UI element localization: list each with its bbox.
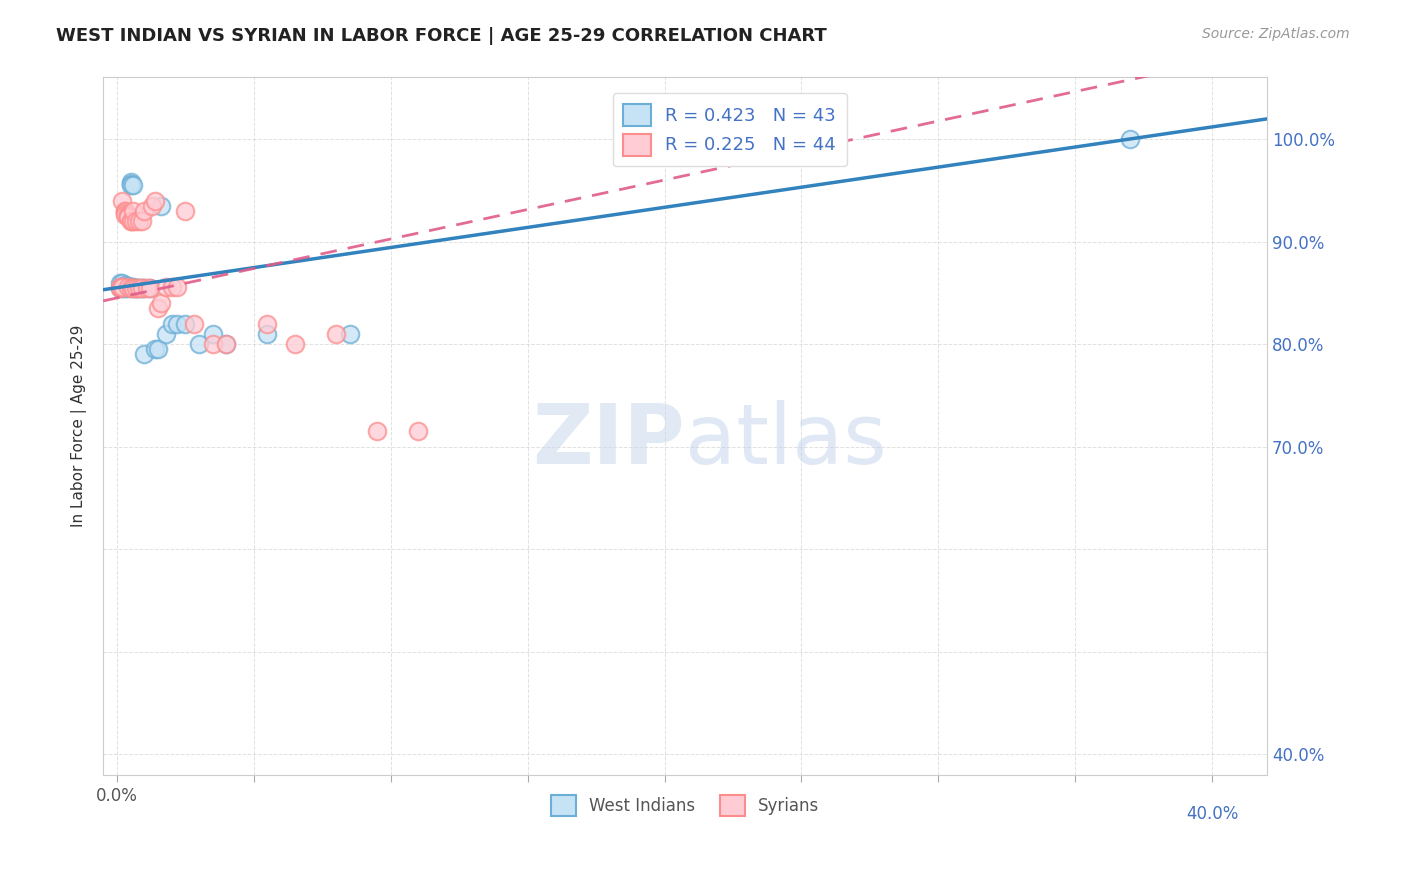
Point <box>149 199 172 213</box>
Point <box>120 177 142 191</box>
Point <box>117 210 139 224</box>
Point <box>143 343 166 357</box>
Point <box>120 279 142 293</box>
Text: 40.0%: 40.0% <box>1185 805 1239 823</box>
Point <box>117 279 139 293</box>
Point <box>111 279 134 293</box>
Point <box>122 281 145 295</box>
Text: Source: ZipAtlas.com: Source: ZipAtlas.com <box>1202 27 1350 41</box>
Point <box>122 178 145 193</box>
Point <box>120 214 142 228</box>
Point <box>117 279 139 293</box>
Point <box>183 317 205 331</box>
Point <box>108 279 131 293</box>
Point <box>134 203 156 218</box>
Point <box>114 281 136 295</box>
Point <box>120 281 142 295</box>
Point <box>139 281 162 295</box>
Point <box>149 296 172 310</box>
Point <box>117 281 139 295</box>
Point <box>128 214 150 228</box>
Point <box>114 279 136 293</box>
Point <box>128 281 150 295</box>
Point <box>201 337 224 351</box>
Point <box>406 425 429 439</box>
Point <box>111 276 134 290</box>
Text: ZIP: ZIP <box>533 400 685 481</box>
Point <box>160 317 183 331</box>
Point <box>114 206 136 220</box>
Point <box>122 214 145 228</box>
Point <box>131 214 153 228</box>
Point <box>125 281 148 295</box>
Point <box>111 279 134 293</box>
Point <box>131 281 153 295</box>
Point <box>117 279 139 293</box>
Point <box>146 343 169 357</box>
Point <box>117 209 139 223</box>
Point <box>114 279 136 293</box>
Point <box>120 214 142 228</box>
Point <box>122 279 145 293</box>
Point <box>108 281 131 295</box>
Point <box>166 317 188 331</box>
Point <box>174 317 197 331</box>
Point <box>155 326 177 341</box>
Legend: West Indians, Syrians: West Indians, Syrians <box>544 789 827 822</box>
Point <box>120 175 142 189</box>
Text: WEST INDIAN VS SYRIAN IN LABOR FORCE | AGE 25-29 CORRELATION CHART: WEST INDIAN VS SYRIAN IN LABOR FORCE | A… <box>56 27 827 45</box>
Y-axis label: In Labor Force | Age 25-29: In Labor Force | Age 25-29 <box>72 325 87 527</box>
Point <box>366 425 388 439</box>
Point <box>128 281 150 295</box>
Point <box>215 337 238 351</box>
Point <box>108 276 131 290</box>
Point <box>256 317 278 331</box>
Point <box>284 337 307 351</box>
Point <box>125 281 148 295</box>
Point <box>166 279 188 293</box>
Point <box>117 279 139 293</box>
Point <box>114 203 136 218</box>
Point <box>256 326 278 341</box>
Point <box>215 337 238 351</box>
Point <box>201 326 224 341</box>
Point <box>339 326 361 341</box>
Point <box>136 281 159 295</box>
Point <box>114 277 136 292</box>
Point <box>114 208 136 222</box>
Point <box>131 281 153 295</box>
Point <box>108 281 131 295</box>
Point <box>146 301 169 316</box>
Point <box>143 194 166 208</box>
Point <box>134 347 156 361</box>
Point <box>134 281 156 295</box>
Point <box>114 279 136 293</box>
Point <box>139 281 162 295</box>
Point <box>160 279 183 293</box>
Point <box>122 281 145 295</box>
Text: atlas: atlas <box>685 400 887 481</box>
Point <box>114 278 136 293</box>
Point <box>174 203 197 218</box>
Point <box>120 178 142 193</box>
Point <box>111 279 134 293</box>
Point <box>111 281 134 295</box>
Point <box>155 279 177 293</box>
Point <box>125 281 148 295</box>
Point <box>1119 132 1142 146</box>
Point <box>114 203 136 218</box>
Point <box>117 278 139 293</box>
Point <box>111 194 134 208</box>
Point <box>325 326 347 341</box>
Point <box>125 214 148 228</box>
Point <box>117 208 139 222</box>
Point <box>188 337 211 351</box>
Point <box>122 203 145 218</box>
Point <box>141 199 163 213</box>
